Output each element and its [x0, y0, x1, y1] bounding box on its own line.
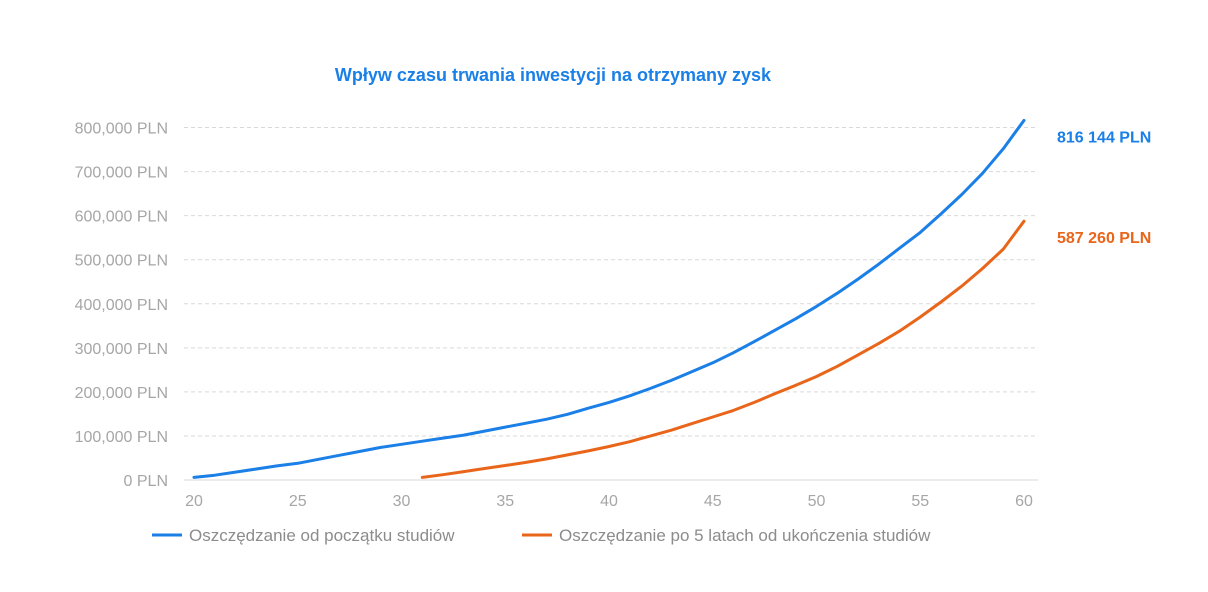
legend: Oszczędzanie od początku studiów Oszczędz…	[152, 526, 931, 545]
x-tick-label: 20	[185, 493, 203, 510]
x-tick-label: 30	[393, 493, 411, 510]
y-axis-ticks: 0 PLN 100,000 PLN 200,000 PLN 300,000 PLN 40…	[75, 121, 168, 491]
x-tick-label: 45	[704, 493, 722, 510]
y-tick-label: 0 PLN	[124, 473, 168, 490]
legend-label-2: Oszczędzanie po 5 latach od ukończenia s…	[559, 526, 931, 545]
chart-title: Wpływ czasu trwania inwestycji na otrzym…	[335, 65, 772, 85]
y-tick-label: 500,000 PLN	[75, 253, 168, 270]
x-tick-label: 35	[496, 493, 514, 510]
series-lines	[192, 118, 1026, 479]
y-tick-label: 400,000 PLN	[75, 297, 168, 314]
x-tick-label: 60	[1015, 493, 1033, 510]
grid-lines	[184, 127, 1038, 481]
legend-label-1: Oszczędzanie od początku studiów	[189, 526, 455, 545]
series-end-label-2: 587 260 PLN	[1057, 230, 1151, 247]
x-axis-ticks: 20 25 30 35 40 45 50 55 60	[185, 493, 1033, 510]
end-labels: 816 144 PLN 587 260 PLN	[1057, 129, 1151, 247]
x-tick-label: 40	[600, 493, 618, 510]
y-tick-label: 100,000 PLN	[75, 429, 168, 446]
y-tick-label: 800,000 PLN	[75, 121, 168, 138]
series-end-label-1: 816 144 PLN	[1057, 129, 1151, 146]
y-tick-label: 200,000 PLN	[75, 385, 168, 402]
series-line-1	[192, 118, 1026, 479]
x-tick-label: 55	[911, 493, 929, 510]
x-tick-label: 50	[808, 493, 826, 510]
series-line-2	[420, 219, 1026, 479]
x-tick-label: 25	[289, 493, 307, 510]
y-tick-label: 700,000 PLN	[75, 165, 168, 182]
y-tick-label: 600,000 PLN	[75, 209, 168, 226]
y-tick-label: 300,000 PLN	[75, 341, 168, 358]
